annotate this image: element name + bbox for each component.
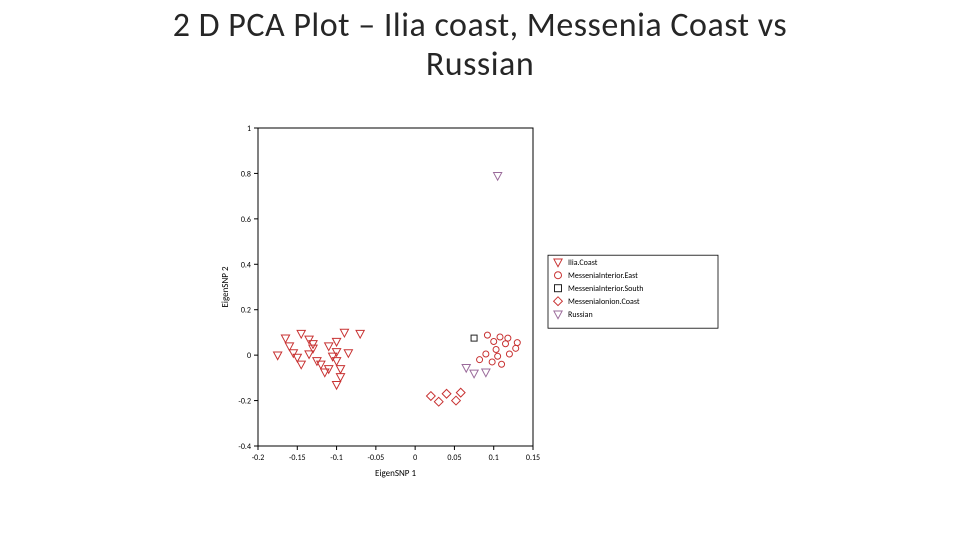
- x-tick-label: 0.05: [447, 453, 461, 463]
- x-axis-label: EigenSNP 1: [375, 468, 416, 479]
- legend-label: MesseniaIonion.Coast: [568, 297, 640, 307]
- x-tick-label: -0.05: [368, 453, 385, 463]
- slide-title: 2 D PCA Plot – Ilia coast, Messenia Coas…: [60, 6, 900, 84]
- y-axis-label: EigenSNP 2: [220, 266, 231, 307]
- y-tick-label: 0.8: [241, 169, 251, 179]
- legend-label: Russian: [568, 310, 593, 320]
- y-tick-label: 0: [247, 351, 251, 361]
- plot-box: [258, 128, 533, 446]
- title-line-2: Russian: [426, 44, 534, 85]
- y-tick-label: 0.6: [241, 215, 251, 225]
- y-tick-label: -0.2: [238, 397, 251, 407]
- y-tick-label: 0.2: [241, 306, 251, 316]
- x-tick-label: -0.15: [289, 453, 306, 463]
- x-tick-label: 0.1: [489, 453, 499, 463]
- x-tick-label: 0.15: [526, 453, 540, 463]
- x-tick-label: -0.2: [252, 453, 265, 463]
- legend-label: MesseniaInterior.East: [568, 271, 638, 281]
- x-tick-label: 0: [413, 453, 417, 463]
- pca-chart: -0.2-0.15-0.1-0.0500.050.10.15-0.4-0.200…: [210, 120, 770, 500]
- legend-label: MesseniaInterior.South: [568, 284, 643, 294]
- legend-label: Ilia.Coast: [568, 258, 598, 268]
- title-line-1: 2 D PCA Plot – Ilia coast, Messenia Coas…: [173, 5, 787, 46]
- y-tick-label: 0.4: [241, 260, 251, 270]
- x-tick-label: -0.1: [330, 453, 343, 463]
- y-tick-label: 1: [247, 124, 251, 134]
- y-tick-label: -0.4: [238, 442, 251, 452]
